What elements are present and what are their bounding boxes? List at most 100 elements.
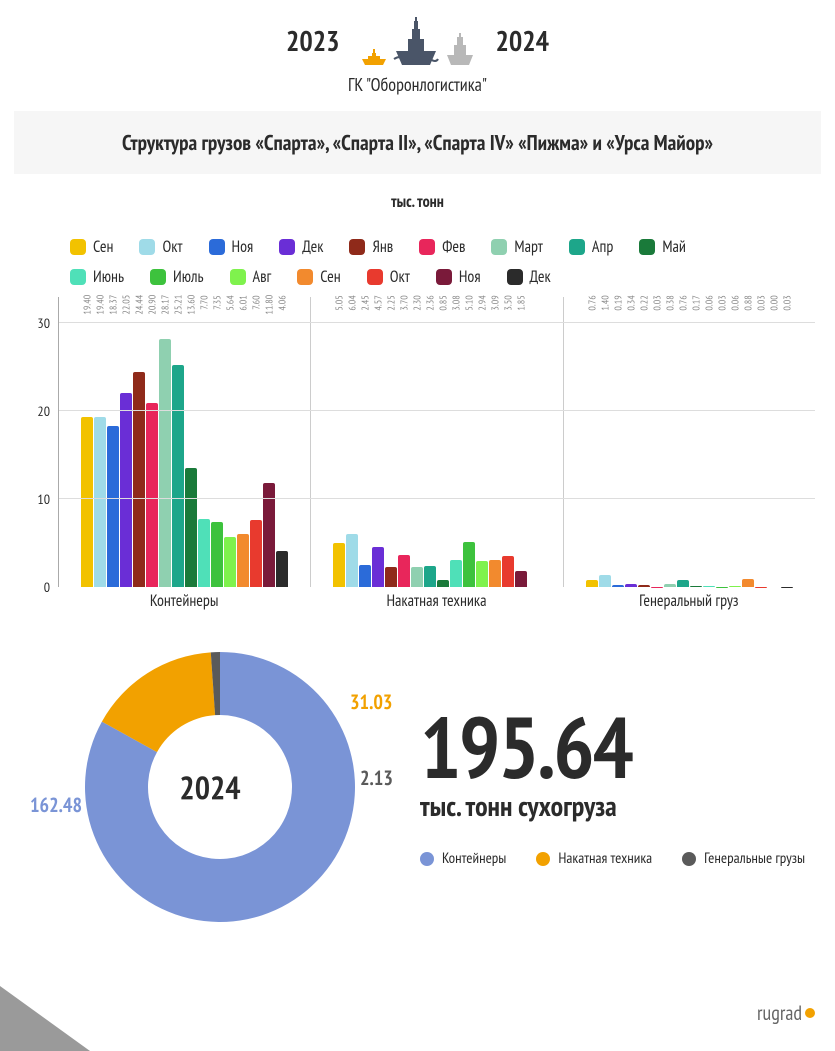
- bar: 5.64: [224, 537, 236, 587]
- legend-swatch: [279, 239, 295, 255]
- bar-value-label: 22.05: [120, 295, 133, 315]
- bar-value-label: 19.40: [94, 295, 107, 315]
- brand-dot-icon: [805, 1008, 815, 1018]
- legend-label: Авг: [253, 267, 272, 287]
- summary-legend-item: Контейнеры: [420, 849, 506, 868]
- brand-logo: rugrad: [757, 1000, 815, 1026]
- legend-item: Окт: [367, 267, 410, 287]
- title-band: Структура грузов «Спарта», «Спарта II», …: [14, 111, 821, 174]
- bar-value-label: 4.06: [276, 295, 289, 310]
- header: 2023 2024 ГК "Оборонлогистика": [0, 0, 835, 96]
- bar: 2.45: [359, 565, 371, 587]
- bar-value-label: 0.76: [676, 295, 689, 310]
- bar: 0.22: [638, 585, 650, 587]
- bar-value-label: 28.17: [159, 295, 172, 315]
- bar-value-label: 2.94: [476, 295, 489, 310]
- legend-label: Март: [514, 237, 542, 257]
- main-title: Структура грузов «Спарта», «Спарта II», …: [24, 129, 811, 156]
- bar-value-label: 19.40: [81, 295, 94, 315]
- legend-swatch: [639, 239, 655, 255]
- legend-swatch: [139, 239, 155, 255]
- donut-center-label: 2024: [179, 766, 240, 808]
- bar-wrap: [528, 297, 540, 587]
- legend-item: Май: [639, 237, 686, 257]
- legend-item: Апр: [569, 237, 613, 257]
- legend-item: Дек: [279, 237, 323, 257]
- bar-wrap: 13.60: [185, 297, 197, 587]
- legend-item: Ноя: [436, 267, 481, 287]
- bar-value-label: 0.88: [741, 295, 754, 310]
- bar: 7.70: [198, 519, 210, 587]
- bar-wrap: 0.03: [716, 297, 728, 587]
- bar-wrap: 5.64: [224, 297, 236, 587]
- legend-label: Ноя: [232, 237, 254, 257]
- bar-value-label: 0.76: [585, 295, 598, 310]
- bar-wrap: 0.19: [612, 297, 624, 587]
- y-tick: 0: [44, 578, 50, 596]
- legend-swatch: [419, 239, 435, 255]
- bar-wrap: 4.57: [372, 297, 384, 587]
- bar-value-label: 7.70: [198, 295, 211, 309]
- y-tick: 10: [37, 490, 50, 508]
- legend-swatch: [70, 239, 86, 255]
- bar-wrap: 0.00: [768, 297, 780, 587]
- bar-value-label: 2.30: [411, 295, 424, 310]
- bar: 3.08: [450, 560, 462, 587]
- bar: 28.17: [159, 339, 171, 587]
- bar: 3.50: [502, 556, 514, 587]
- legend-label: Июнь: [93, 267, 124, 287]
- legend-item: Авг: [230, 267, 272, 287]
- legend-item: Окт: [139, 237, 182, 257]
- bar-value-label: 2.36: [424, 295, 437, 310]
- bar: 0.06: [703, 586, 715, 587]
- bar-value-label: 5.05: [333, 295, 346, 310]
- legend-label: Контейнеры: [442, 849, 506, 868]
- legend-item: Сен: [297, 267, 340, 287]
- bar: 0.38: [664, 584, 676, 587]
- bar: 0.34: [625, 584, 637, 587]
- bar-value-label: 0.00: [767, 295, 780, 310]
- legend-item: Ноя: [209, 237, 254, 257]
- summary-legend-item: Накатная техника: [536, 849, 652, 868]
- bar: 6.04: [346, 534, 358, 587]
- legend-swatch: [70, 269, 86, 285]
- bar-group: 19.4019.4018.3722.0524.4420.9028.1725.21…: [59, 297, 311, 587]
- summary-legend-item: Генеральные грузы: [682, 849, 805, 868]
- bar-wrap: 0.76: [677, 297, 689, 587]
- y-tick: 30: [37, 314, 50, 332]
- legend-label: Янв: [372, 237, 393, 257]
- legend-swatch: [367, 269, 383, 285]
- bar-value-label: 3.70: [398, 295, 411, 310]
- legend-swatch: [491, 239, 507, 255]
- bar-value-label: 4.57: [372, 295, 385, 310]
- bar-wrap: 20.90: [146, 297, 158, 587]
- legend-dot-icon: [682, 852, 696, 866]
- bar: 2.36: [424, 566, 436, 587]
- bar-value-label: 0.38: [663, 295, 676, 310]
- bar-value-label: 0.03: [780, 295, 793, 310]
- bar: 13.60: [185, 468, 197, 588]
- bar: 24.44: [133, 372, 145, 587]
- legend-label: Май: [662, 237, 686, 257]
- bar-wrap: 0.88: [742, 297, 754, 587]
- bar: 0.19: [612, 585, 624, 587]
- bar: 4.57: [372, 547, 384, 587]
- total-number: 195.64: [420, 706, 815, 788]
- legend-swatch: [507, 269, 523, 285]
- year-right: 2024: [496, 22, 550, 59]
- bar: 25.21: [172, 365, 184, 587]
- bar: 1.40: [599, 575, 611, 587]
- bar: 18.37: [107, 426, 119, 587]
- bar-value-label: 5.10: [463, 295, 476, 310]
- bar-value-label: 25.21: [172, 295, 185, 315]
- legend-dot-icon: [536, 852, 550, 866]
- legend-label: Фев: [442, 237, 465, 257]
- bar: 2.94: [476, 561, 488, 587]
- bar-wrap: 19.40: [94, 297, 106, 587]
- legend-label: Сен: [93, 237, 113, 257]
- year-left: 2023: [286, 22, 340, 59]
- grid-line: [59, 498, 815, 499]
- bar-wrap: 6.04: [346, 297, 358, 587]
- bar-value-label: 0.03: [650, 295, 663, 310]
- bar-wrap: 7.35: [211, 297, 223, 587]
